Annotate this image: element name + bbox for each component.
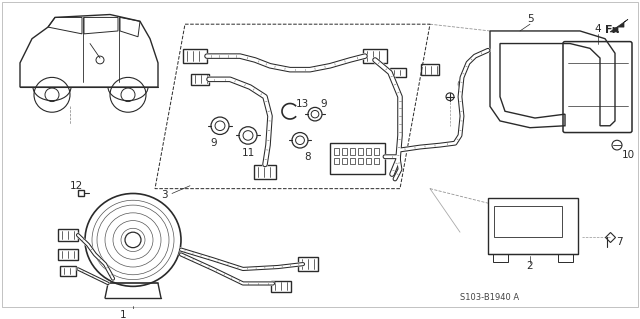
Bar xyxy=(558,255,573,262)
Bar xyxy=(350,148,355,155)
Bar xyxy=(342,158,347,165)
Text: 4: 4 xyxy=(595,24,602,34)
Bar xyxy=(494,206,562,237)
Text: 9: 9 xyxy=(321,100,327,109)
Text: 2: 2 xyxy=(527,261,533,271)
Bar xyxy=(358,158,363,165)
Text: 3: 3 xyxy=(161,190,167,200)
Text: 10: 10 xyxy=(622,150,635,160)
Bar xyxy=(488,198,578,255)
Text: 11: 11 xyxy=(241,148,255,158)
Bar xyxy=(342,148,347,155)
Bar xyxy=(358,148,363,155)
Text: 5: 5 xyxy=(527,14,533,24)
Text: Fr.: Fr. xyxy=(605,25,620,35)
Text: 13: 13 xyxy=(296,100,308,109)
Polygon shape xyxy=(610,19,628,32)
Bar xyxy=(390,68,406,78)
Text: S103-B1940 A: S103-B1940 A xyxy=(460,293,520,302)
Text: 12: 12 xyxy=(69,181,83,191)
Bar xyxy=(334,148,339,155)
Bar xyxy=(350,158,355,165)
Text: 6: 6 xyxy=(457,80,463,90)
Bar xyxy=(363,49,387,63)
Bar xyxy=(298,257,318,271)
Bar xyxy=(58,229,78,241)
Text: 1: 1 xyxy=(120,310,126,319)
Bar xyxy=(191,73,209,85)
Bar xyxy=(366,158,371,165)
Bar xyxy=(366,148,371,155)
Text: 8: 8 xyxy=(305,152,311,162)
Bar xyxy=(374,158,379,165)
Bar xyxy=(254,166,276,179)
Bar xyxy=(330,143,385,174)
Bar xyxy=(58,249,78,260)
Bar xyxy=(183,49,207,63)
Bar xyxy=(60,266,76,276)
Bar xyxy=(374,148,379,155)
Bar xyxy=(421,64,439,76)
Text: 9: 9 xyxy=(211,138,218,148)
Bar xyxy=(271,280,291,292)
Bar xyxy=(493,255,508,262)
Text: 7: 7 xyxy=(616,237,623,247)
Bar xyxy=(334,158,339,165)
